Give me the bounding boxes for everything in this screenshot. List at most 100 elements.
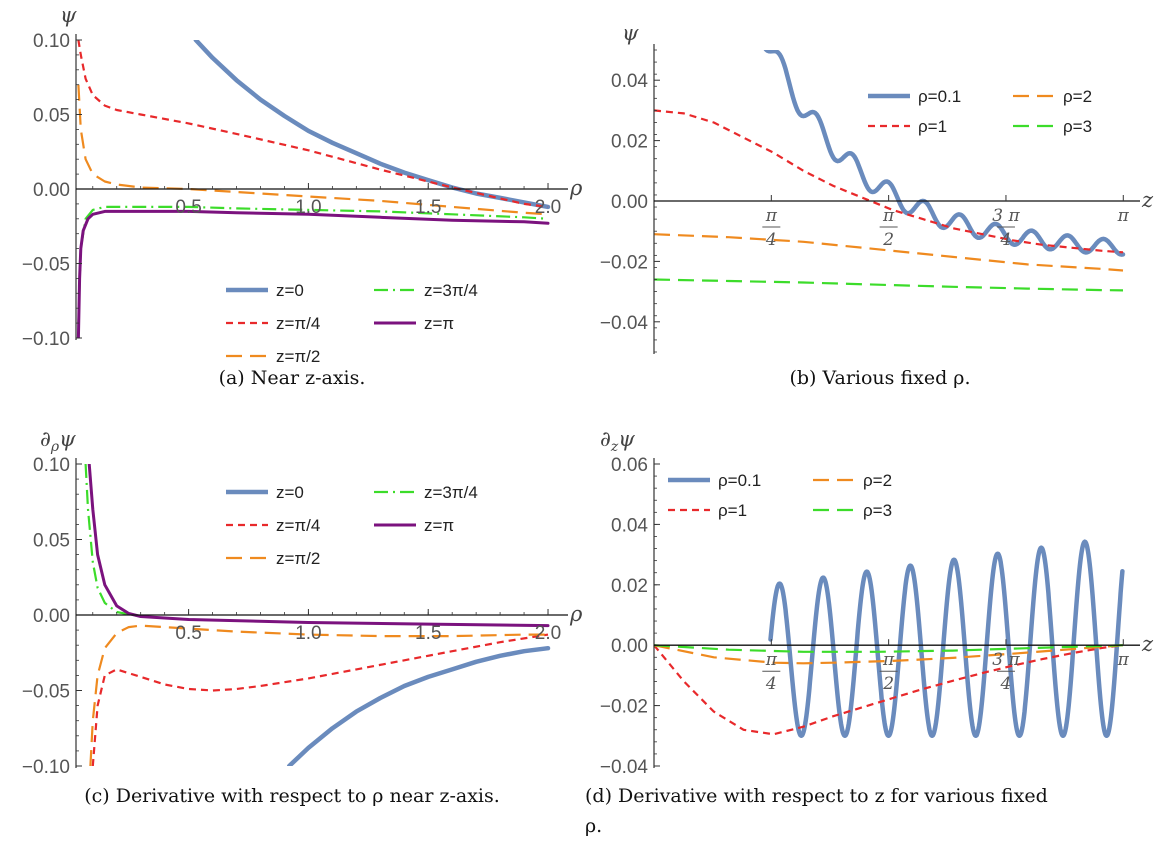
y-tick-label: −0.10 xyxy=(22,757,70,778)
x-tick-label-denominator: 2 xyxy=(882,230,894,250)
x-axis-label: z xyxy=(1141,632,1154,656)
legend-label: ρ=0.1 xyxy=(918,87,961,106)
panel-b-axes: 0.04 0.02 0.00 −0.02 −0.04 π 4 π 2 3 π 4 π ψ z xyxy=(600,21,1154,354)
legend-label: ρ=0.1 xyxy=(718,471,761,490)
y-tick-label: 0.00 xyxy=(33,180,70,201)
x-tick-label: π xyxy=(765,206,778,226)
y-tick-label: 0.00 xyxy=(611,192,648,213)
caption-d-line1: (d) Derivative with respect to z for var… xyxy=(585,785,1048,807)
y-tick-label: −0.05 xyxy=(22,255,70,276)
legend-label: z=π/4 xyxy=(276,314,320,333)
x-tick-label: 1.0 xyxy=(295,197,321,218)
series-red-line xyxy=(653,644,1124,736)
panel-b-series xyxy=(653,50,1126,292)
panel-a-legend: z=0 z=3π/4 z=π/4 z=π z=π/2 xyxy=(226,281,478,366)
y-tick-label: 0.10 xyxy=(33,455,70,476)
x-tick-label: 2.0 xyxy=(535,623,561,644)
y-tick-label: 0.05 xyxy=(33,531,70,552)
legend-label: z=π/2 xyxy=(276,549,320,568)
caption-d: (d) Derivative with respect to z for var… xyxy=(585,785,1054,837)
x-tick-label-denominator: 4 xyxy=(1000,230,1012,250)
panel-b-legend: ρ=0.1 ρ=2 ρ=1 ρ=3 xyxy=(868,87,1092,136)
series-green-line xyxy=(84,464,549,627)
x-tick-label: π xyxy=(882,206,895,226)
x-axis-label: ρ xyxy=(569,602,583,626)
legend-label: z=π xyxy=(424,314,454,333)
x-tick-label-denominator: 4 xyxy=(765,674,777,694)
caption-c: (c) Derivative with respect to ρ near z-… xyxy=(84,785,500,807)
x-tick-label-denominator: 2 xyxy=(882,674,894,694)
x-tick-label: 3 π xyxy=(992,650,1020,670)
panel-c: 0.10 0.05 0.00 −0.05 −0.10 0.5 1.0 1.5 2.0 ∂ρψ ρ z… xyxy=(22,427,583,778)
y-tick-label: 0.00 xyxy=(33,606,70,627)
legend-label: z=0 xyxy=(276,281,304,300)
y-tick-label: −0.04 xyxy=(600,313,649,334)
x-tick-label: π xyxy=(765,650,778,670)
y-tick-label: 0.02 xyxy=(611,132,648,153)
series-orange-line xyxy=(653,233,1124,272)
series-purple-line xyxy=(87,464,550,628)
y-tick-label: 0.00 xyxy=(611,636,648,657)
panel-c-series xyxy=(84,464,551,766)
y-axis-label: ∂ρψ xyxy=(40,427,76,455)
series-orange-line xyxy=(653,644,1124,665)
series-blue-line xyxy=(286,645,551,766)
x-tick-label: 3 π xyxy=(992,206,1020,226)
y-tick-label: −0.02 xyxy=(600,697,648,718)
panel-d-series xyxy=(653,539,1125,738)
series-red-line xyxy=(91,633,549,766)
series-orange-line xyxy=(89,624,548,766)
y-tick-label: −0.05 xyxy=(22,682,70,703)
x-tick-label: 2.0 xyxy=(535,197,561,218)
legend-label: ρ=2 xyxy=(863,471,892,490)
x-tick-label: π xyxy=(882,650,895,670)
y-tick-label: 0.10 xyxy=(33,31,70,52)
x-tick-label-denominator: 4 xyxy=(765,230,777,250)
series-green-line xyxy=(77,205,549,324)
legend-label: ρ=1 xyxy=(918,117,947,136)
series-red-line xyxy=(77,40,549,208)
series-green-line xyxy=(653,278,1124,292)
legend-label: z=π/4 xyxy=(276,516,320,535)
panel-d-axes: 0.06 0.04 0.02 0.00 −0.02 −0.04 π 4 π 2 3 π 4 π ∂zψ z xyxy=(600,427,1154,778)
legend-label: z=π xyxy=(424,516,454,535)
series-blue-line xyxy=(193,40,551,210)
caption-a: (a) Near z-axis. xyxy=(219,367,366,389)
panel-d-legend: ρ=0.1 ρ=2 ρ=1 ρ=3 xyxy=(668,471,892,520)
legend-label: z=π/2 xyxy=(276,347,320,366)
series-purple-line xyxy=(76,209,550,338)
y-tick-label: −0.10 xyxy=(22,329,70,350)
x-tick-label-denominator: 4 xyxy=(1000,674,1012,694)
caption-d-line2: ρ. xyxy=(585,815,602,837)
series-green-line xyxy=(653,644,1124,653)
panel-a-series xyxy=(76,40,551,338)
x-tick-label: 1.5 xyxy=(415,623,441,644)
x-tick-label: π xyxy=(1117,206,1130,226)
x-tick-label: 0.5 xyxy=(175,197,201,218)
y-tick-label: 0.05 xyxy=(33,106,70,127)
y-axis-label: ψ xyxy=(60,3,77,27)
caption-b: (b) Various fixed ρ. xyxy=(789,367,970,389)
legend-label: ρ=1 xyxy=(718,501,747,520)
x-tick-label: 0.5 xyxy=(175,623,201,644)
x-axis-label: z xyxy=(1141,188,1154,212)
panel-a-axes: 0.10 0.05 0.00 −0.05 −0.10 0.5 1.0 1.5 2.0 ψ ρ xyxy=(22,3,583,350)
y-tick-label: 0.06 xyxy=(611,455,648,476)
y-tick-label: −0.02 xyxy=(600,252,648,273)
series-orange-line xyxy=(77,84,549,216)
x-tick-label: π xyxy=(1117,650,1130,670)
legend-label: z=3π/4 xyxy=(424,281,478,300)
legend-label: z=3π/4 xyxy=(424,483,478,502)
series-blue-line xyxy=(763,50,1126,257)
x-tick-label: 1.0 xyxy=(295,623,321,644)
legend-label: ρ=3 xyxy=(1063,117,1092,136)
legend-label: z=0 xyxy=(276,483,304,502)
series-red-line xyxy=(653,109,1124,254)
legend-label: ρ=2 xyxy=(1063,87,1092,106)
series-blue-line xyxy=(768,539,1125,738)
y-tick-label: −0.04 xyxy=(600,757,649,778)
panel-a: 0.10 0.05 0.00 −0.05 −0.10 0.5 1.0 1.5 2.0 ψ ρ z=0… xyxy=(22,3,583,366)
legend-label: ρ=3 xyxy=(863,501,892,520)
